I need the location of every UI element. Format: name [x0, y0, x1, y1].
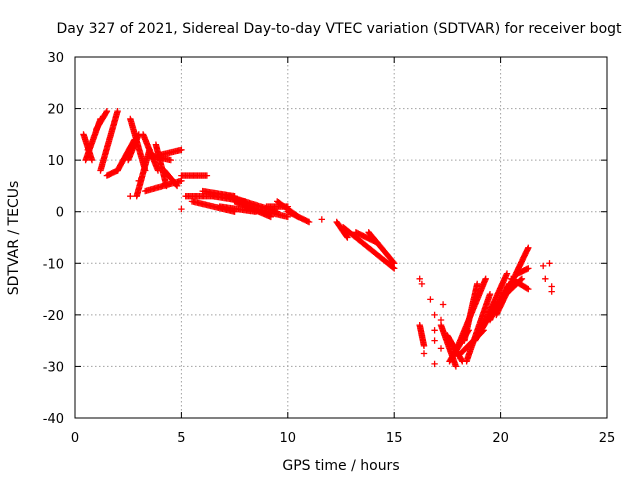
- data-point: [418, 332, 426, 339]
- data-point: [135, 177, 142, 184]
- x-tick-label: 15: [386, 431, 403, 446]
- data-point: [482, 275, 489, 282]
- data-point: [125, 151, 132, 159]
- data-points: [80, 108, 555, 370]
- data-point: [88, 156, 96, 164]
- data-point: [458, 356, 465, 364]
- grid: [75, 57, 607, 418]
- data-point: [431, 327, 438, 334]
- data-point: [427, 296, 434, 303]
- data-point: [431, 360, 438, 368]
- data-point: [203, 172, 211, 179]
- data-point: [525, 265, 532, 272]
- data-point: [420, 350, 428, 357]
- y-tick-labels: -40 -30 -20 -10 0 10 20 30: [43, 51, 64, 427]
- x-tick-label: 10: [280, 431, 297, 446]
- data-point: [173, 182, 181, 190]
- data-point: [452, 363, 460, 370]
- data-point: [486, 291, 494, 298]
- data-point: [542, 275, 549, 282]
- data-point: [173, 181, 180, 189]
- data-point: [343, 233, 350, 240]
- x-tick-label: 25: [599, 431, 616, 446]
- data-point: [389, 264, 397, 271]
- y-tick-label: 10: [47, 154, 64, 169]
- data-point: [548, 288, 555, 295]
- y-tick-label: 20: [47, 103, 64, 118]
- data-point: [503, 270, 511, 277]
- y-tick-label: -30: [43, 360, 64, 375]
- plot-frame: [74, 56, 608, 419]
- data-point: [344, 234, 351, 241]
- data-point: [420, 342, 428, 349]
- y-tick-label: 0: [56, 206, 64, 221]
- data-point: [114, 108, 121, 115]
- x-tick-label: 20: [492, 431, 509, 446]
- x-tick-label: 0: [71, 431, 79, 446]
- data-point: [103, 108, 111, 115]
- data-point: [178, 146, 185, 153]
- y-tick-label: -20: [43, 309, 64, 324]
- data-point: [540, 262, 547, 270]
- data-point: [318, 216, 325, 223]
- x-axis-label: GPS time / hours: [282, 458, 399, 474]
- data-point: [418, 280, 426, 288]
- data-point: [178, 205, 185, 213]
- data-point: [431, 311, 438, 319]
- data-point: [523, 285, 531, 292]
- data-point: [127, 193, 134, 200]
- chart-title: Day 327 of 2021, Sidereal Day-to-day VTE…: [56, 21, 622, 37]
- data-point: [390, 259, 397, 266]
- data-point: [518, 275, 526, 282]
- data-point: [439, 301, 447, 308]
- data-point: [167, 156, 174, 164]
- data-point: [437, 316, 445, 324]
- y-tick-label: -40: [43, 412, 64, 427]
- data-point: [84, 146, 91, 153]
- data-point: [416, 275, 423, 282]
- y-tick-label: 30: [47, 51, 64, 66]
- data-point: [525, 285, 532, 293]
- y-axis-label: SDTVAR / TECUs: [6, 181, 22, 296]
- data-point: [474, 280, 481, 288]
- x-tick-label: 5: [177, 431, 185, 446]
- axis-ticks: [74, 56, 608, 419]
- data-point: [431, 337, 438, 344]
- data-point: [163, 182, 170, 190]
- data-point: [305, 218, 313, 226]
- data-point: [391, 260, 398, 267]
- data-point: [525, 244, 532, 251]
- data-point: [437, 345, 445, 352]
- y-tick-label: -10: [43, 257, 64, 272]
- x-tick-labels: 0 5 10 15 20 25: [71, 431, 615, 446]
- data-point: [546, 260, 553, 267]
- data-point: [103, 109, 110, 116]
